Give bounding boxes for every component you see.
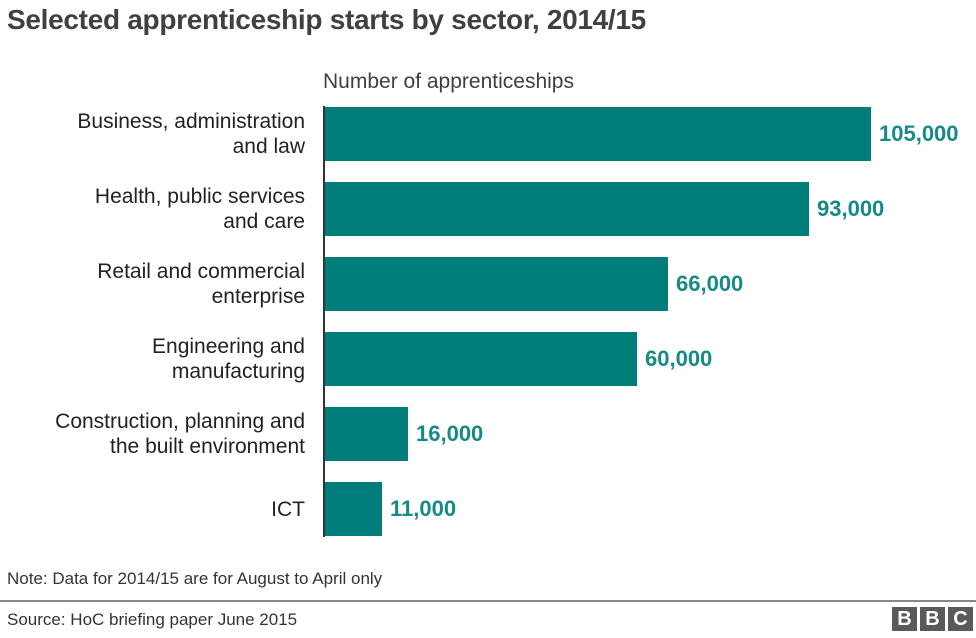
bar (325, 407, 408, 461)
bar-row: Construction, planning and the built env… (0, 407, 976, 461)
bar-row: Business, administration and law 105,000 (0, 107, 976, 161)
y-axis-line (323, 106, 325, 537)
value-label: 60,000 (645, 346, 713, 371)
category-label: Health, public services and care (94, 185, 305, 233)
category-label: Construction, planning and the built env… (55, 410, 305, 458)
bar-row: ICT 11,000 (0, 482, 976, 536)
logo-letter: C (948, 607, 973, 631)
chart-title: Selected apprenticeship starts by sector… (7, 4, 646, 35)
value-label: 105,000 (879, 121, 959, 146)
bar (325, 482, 382, 536)
bar (325, 257, 668, 311)
value-label: 66,000 (676, 271, 744, 296)
footer-divider (0, 600, 976, 602)
bbc-logo: B B C (892, 607, 973, 631)
source-text: Source: HoC briefing paper June 2015 (7, 610, 298, 629)
bar (325, 332, 637, 386)
bar (325, 182, 809, 236)
note-text: Note: Data for 2014/15 are for August to… (7, 569, 383, 588)
bar-row: Health, public services and care 93,000 (0, 182, 976, 236)
logo-letter: B (920, 607, 945, 631)
value-label: 11,000 (390, 496, 457, 521)
bar-row: Retail and commercial enterprise 66,000 (0, 257, 976, 311)
logo-letter: B (892, 607, 917, 631)
axis-title: Number of apprenticeships (323, 70, 574, 93)
value-label: 93,000 (817, 196, 885, 221)
category-label: ICT (271, 497, 305, 521)
bar (325, 107, 871, 161)
category-label: Retail and commercial enterprise (97, 260, 305, 308)
category-label: Engineering and manufacturing (152, 335, 305, 383)
bar-row: Engineering and manufacturing 60,000 (0, 332, 976, 386)
category-label: Business, administration and law (77, 110, 305, 158)
value-label: 16,000 (416, 421, 484, 446)
